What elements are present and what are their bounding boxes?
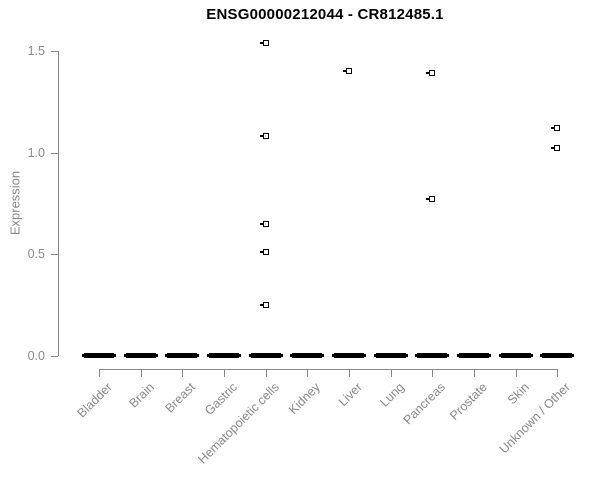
x-category-label: Brain	[126, 380, 157, 411]
data-point-marker	[262, 301, 269, 308]
y-axis-tick	[50, 152, 58, 154]
x-category-label: Pancreas	[401, 380, 449, 428]
x-category-label: Skin	[504, 380, 532, 408]
x-axis-tick	[557, 369, 559, 377]
zero-cluster-dash	[500, 353, 531, 358]
chart-title: ENSG00000212044 - CR812485.1	[206, 6, 444, 23]
y-axis-tick	[50, 355, 58, 357]
data-point-marker	[429, 70, 436, 77]
y-axis-label: Expression	[7, 170, 23, 236]
zero-cluster-dash	[334, 353, 365, 358]
zero-cluster-dash	[250, 353, 281, 358]
x-axis-tick	[349, 369, 351, 377]
x-category-label: Gastric	[202, 380, 240, 418]
x-category-label: Breast	[162, 380, 199, 416]
zero-cluster-dash	[542, 353, 573, 358]
x-category-label: Kidney	[286, 380, 324, 417]
data-point-marker	[262, 220, 269, 227]
zero-cluster-dash	[375, 353, 406, 358]
x-category-label: Unknown / Other	[497, 380, 574, 457]
x-category-label: Bladder	[74, 380, 115, 421]
x-category-label: Lung	[377, 380, 407, 410]
data-point-marker	[554, 145, 561, 152]
y-tick-label: 1.0	[27, 145, 45, 160]
x-axis-tick	[140, 369, 142, 377]
data-point-marker	[262, 39, 269, 46]
y-tick-label: 0.0	[27, 348, 45, 363]
y-tick-label: 0.5	[27, 247, 45, 261]
data-point-marker	[346, 68, 353, 75]
x-axis-tick	[99, 369, 100, 377]
y-axis-tick	[50, 254, 58, 255]
x-axis-tick	[432, 369, 434, 377]
zero-cluster-dash	[209, 353, 240, 358]
x-axis-tick	[182, 369, 184, 377]
zero-cluster-dash	[84, 353, 114, 358]
x-axis-line	[99, 369, 559, 370]
zero-cluster-dash	[167, 353, 198, 358]
y-axis-tick	[50, 51, 58, 52]
x-axis-tick	[307, 369, 309, 377]
data-point-marker	[262, 248, 269, 255]
x-category-label: Hematopoietic cells	[195, 380, 282, 467]
y-axis-line	[57, 51, 59, 356]
x-axis-tick	[474, 369, 476, 377]
x-axis-tick	[224, 369, 226, 377]
x-axis-tick	[390, 369, 392, 377]
x-category-label: Prostate	[447, 380, 491, 423]
data-point-marker	[429, 196, 436, 203]
y-tick-label: 1.5	[27, 44, 45, 58]
zero-cluster-dash	[125, 353, 156, 358]
data-point-marker	[554, 125, 561, 132]
x-axis-tick	[265, 369, 267, 377]
zero-cluster-dash	[292, 353, 323, 358]
x-axis-tick	[515, 369, 517, 377]
data-point-marker	[262, 133, 269, 140]
zero-cluster-dash	[417, 353, 448, 358]
zero-cluster-dash	[459, 353, 490, 358]
x-category-label: Liver	[335, 380, 365, 410]
